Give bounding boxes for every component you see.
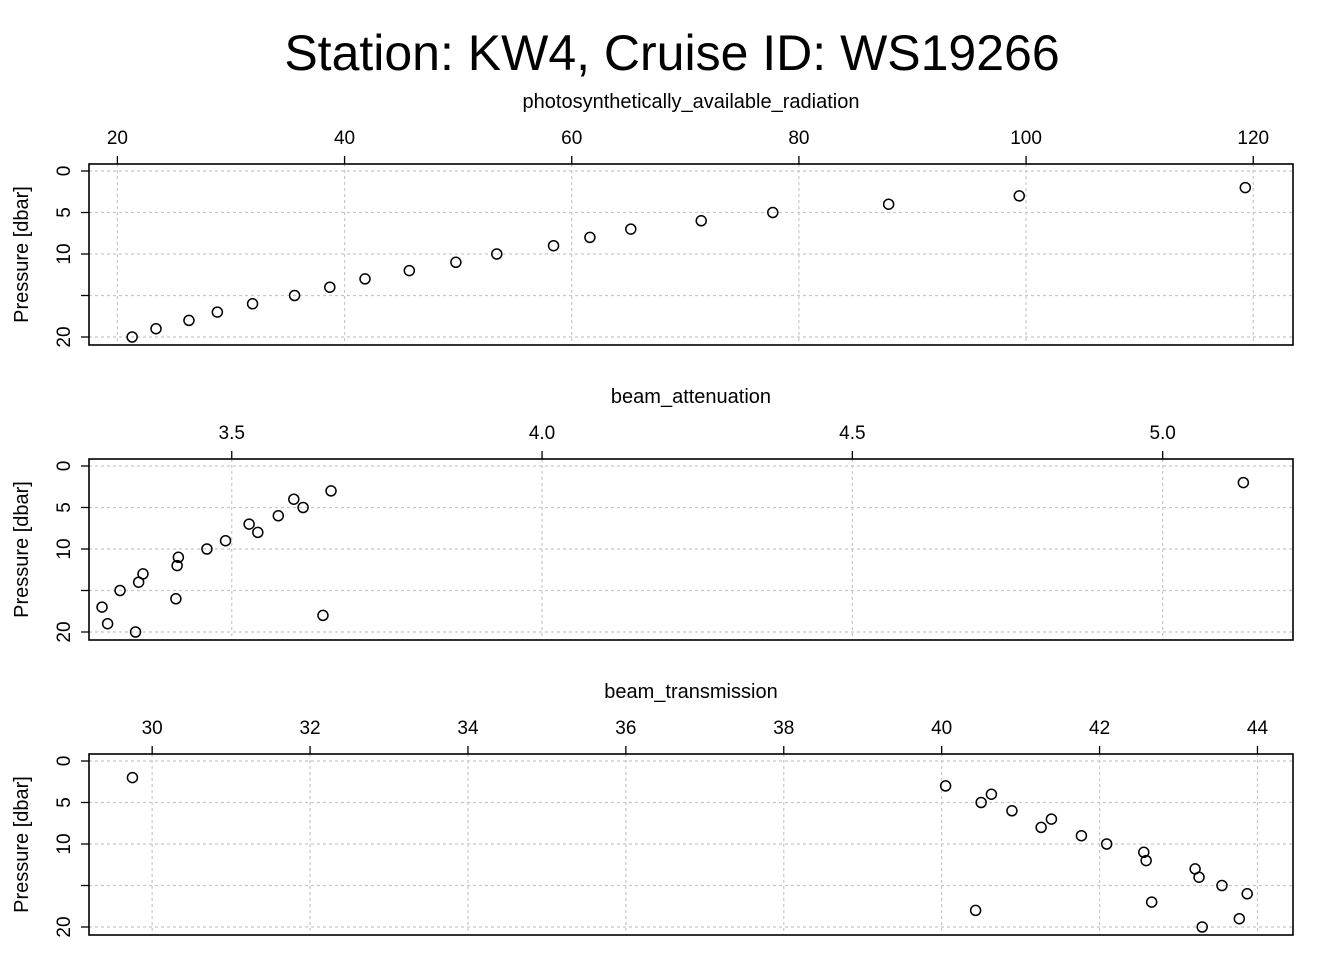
data-point: [1145, 896, 1158, 908]
y-tick-label: 20: [54, 621, 75, 642]
data-point: [126, 331, 138, 343]
y-tick-label: 5: [54, 797, 75, 808]
data-point: [101, 617, 114, 630]
data-point: [1075, 829, 1088, 842]
data-point: [114, 584, 126, 597]
panel-3: 30 32 34 36 38 40 42 44 beam_transmission 0 5 10 20 P…: [11, 681, 1294, 938]
y-tick-label: 10: [54, 538, 75, 559]
data-point: [129, 626, 142, 638]
data-point: [1138, 846, 1150, 859]
x-tick-label: 5.0: [1149, 423, 1175, 444]
data-point: [171, 559, 183, 572]
x-tick-label: 20: [107, 128, 128, 149]
y-tick-label: 0: [54, 166, 75, 177]
y-tick-label: 20: [54, 916, 75, 937]
data-point: [1196, 921, 1208, 933]
data-point: [1233, 912, 1246, 925]
x-tick-label: 3.5: [219, 423, 245, 444]
x-tick-label: 4.5: [839, 423, 865, 444]
data-point: [183, 314, 195, 327]
x-tick-label: 32: [299, 718, 320, 739]
data-point: [1045, 813, 1058, 825]
data-point: [172, 551, 185, 564]
data-point: [450, 256, 462, 269]
y-tick-label: 0: [54, 461, 75, 472]
data-point: [359, 273, 371, 285]
data-point: [243, 518, 255, 530]
x-tick-label: 40: [334, 128, 355, 149]
data-point: [695, 215, 707, 227]
data-point: [1237, 476, 1250, 489]
y-tick-label: 0: [54, 756, 75, 767]
data-point: [1100, 838, 1113, 850]
data-point: [491, 248, 503, 260]
data-point: [170, 593, 182, 605]
x-tick-label: 60: [561, 128, 582, 149]
x-tick-label: 40: [931, 718, 952, 739]
data-point: [1006, 805, 1018, 817]
data-point: [1216, 879, 1228, 892]
data-point: [211, 306, 224, 318]
x-tick-label: 36: [615, 718, 636, 739]
panels: 20 40 60 80 100 120photosynthetically_availab…: [11, 91, 1294, 938]
data-point: [317, 609, 329, 622]
data-point: [252, 526, 264, 539]
y-tick-label: 5: [54, 207, 75, 218]
y-axis-label: Pressure [dbar]: [11, 186, 33, 323]
data-point: [584, 231, 596, 244]
y-tick-label: 10: [54, 243, 75, 264]
data-point: [625, 223, 637, 235]
data-point: [969, 904, 982, 917]
data-point: [219, 534, 232, 547]
data-point: [150, 322, 162, 335]
data-point: [324, 281, 336, 293]
data-point: [985, 788, 998, 800]
data-point: [975, 796, 987, 809]
x-tick-label: 34: [457, 718, 479, 739]
data-point: [201, 543, 213, 555]
data-point: [1013, 190, 1026, 202]
data-point: [1140, 854, 1152, 867]
data-point: [939, 780, 952, 792]
x-tick-label: 38: [773, 718, 794, 739]
x-tick-label: 80: [788, 128, 809, 149]
y-axis-label: Pressure [dbar]: [11, 481, 33, 618]
y-tick-label: 20: [54, 326, 75, 347]
y-axis-label: Pressure [dbar]: [11, 776, 33, 913]
x-tick-label: 30: [142, 718, 163, 739]
x-axis-label: beam_transmission: [604, 681, 777, 703]
x-tick-label: 4.0: [529, 423, 555, 444]
data-point: [403, 264, 416, 277]
data-point: [767, 206, 779, 219]
x-tick-label: 44: [1247, 718, 1269, 739]
data-point: [96, 601, 108, 613]
data-point: [272, 510, 285, 522]
x-tick-label: 120: [1237, 128, 1269, 149]
x-tick-label: 42: [1089, 718, 1110, 739]
data-point: [132, 576, 145, 588]
data-point: [1239, 181, 1252, 194]
data-point: [126, 771, 139, 784]
data-point: [246, 298, 259, 310]
panel-1: 20 40 60 80 100 120photosynthetically_availab…: [11, 91, 1294, 348]
figure-title: Station: KW4, Cruise ID: WS19266: [284, 25, 1059, 81]
data-point: [297, 501, 309, 514]
data-point: [547, 239, 560, 252]
x-tick-label: 100: [1010, 128, 1042, 149]
data-point: [1241, 888, 1253, 900]
data-point: [325, 485, 337, 497]
x-axis-label: photosynthetically_available_radiation: [523, 91, 860, 113]
data-point: [1035, 821, 1047, 834]
data-point: [882, 198, 895, 210]
panel-2: 3.5 4.0 4.5 5.0 beam_attenuation 0 5 10 20 Pressu…: [11, 386, 1294, 643]
x-axis-label: beam_attenuation: [611, 386, 771, 408]
data-point: [288, 493, 300, 505]
data-point: [1193, 871, 1205, 883]
y-tick-label: 10: [54, 833, 75, 854]
data-point: [288, 289, 301, 302]
y-tick-label: 5: [54, 502, 75, 513]
